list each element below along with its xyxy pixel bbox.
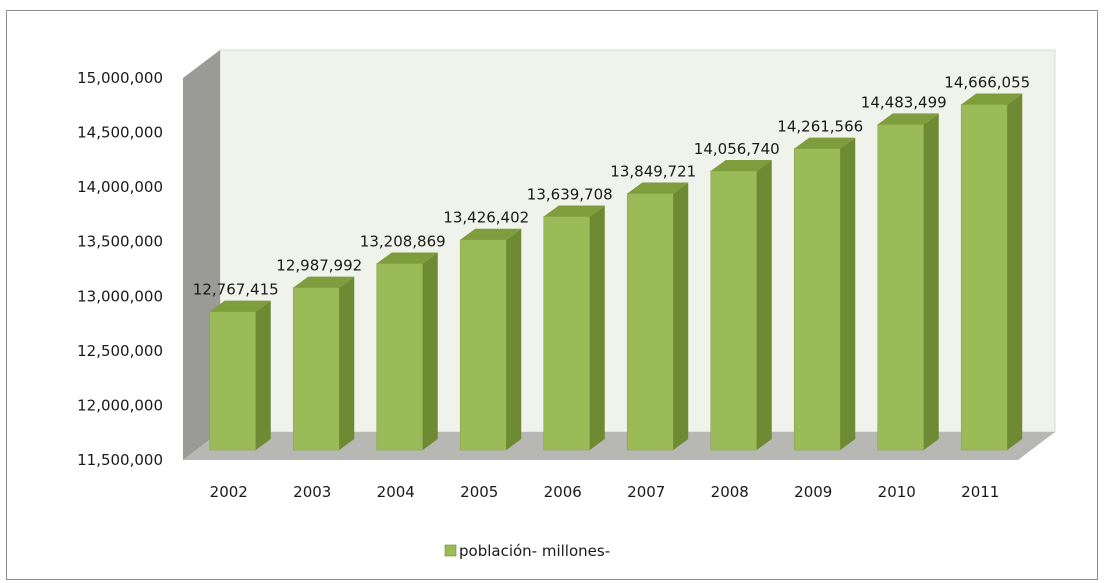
data-label: 12,767,415 [193, 281, 279, 299]
data-label: 13,426,402 [443, 209, 529, 227]
bar-side [1007, 93, 1023, 451]
y-tick-label: 11,500,000 [77, 451, 163, 469]
bar-front [459, 239, 507, 451]
y-tick-label: 14,500,000 [77, 124, 163, 142]
bar-side [422, 252, 438, 450]
x-axis: 2002 2003 2004 2005 2006 2007 2008 2009 2010 2011 [210, 483, 1000, 501]
bar-side [756, 159, 772, 451]
bar-front [710, 170, 758, 451]
bar-top [627, 182, 689, 194]
y-tick-label: 15,000,000 [77, 69, 163, 87]
y-tick-label: 14,000,000 [77, 178, 163, 196]
x-tick-label: 2008 [711, 483, 749, 501]
x-tick-label: 2009 [794, 483, 832, 501]
bar [209, 300, 271, 451]
bar [543, 205, 605, 451]
bar-top [710, 159, 772, 171]
x-tick-label: 2007 [627, 483, 665, 501]
bar-front [960, 104, 1008, 451]
data-label: 14,666,055 [944, 73, 1030, 91]
bar-front [626, 193, 674, 451]
x-tick-label: 2011 [961, 483, 999, 501]
bar-top [961, 93, 1023, 105]
bar [626, 182, 689, 451]
x-tick-label: 2010 [878, 483, 916, 501]
bar-side [923, 113, 939, 450]
bar-front [543, 216, 591, 451]
bar-top [209, 300, 271, 312]
bar-front [877, 124, 925, 451]
y-tick-label: 13,000,000 [77, 287, 163, 305]
bar [710, 159, 772, 451]
y-axis: 11,500,000 12,000,000 12,500,000 13,000,000… [77, 69, 163, 469]
bar-side [255, 300, 271, 450]
data-label: 13,208,869 [360, 232, 446, 250]
bar-front [209, 311, 257, 451]
bar-side [840, 137, 856, 451]
bar-side [339, 276, 355, 450]
bar [376, 252, 438, 451]
x-tick-label: 2004 [377, 483, 415, 501]
bar [877, 113, 939, 451]
bar-front [376, 263, 424, 451]
data-label: 12,987,992 [276, 257, 362, 275]
bar-front [292, 287, 340, 451]
bar [793, 137, 856, 451]
bar [459, 228, 522, 451]
bar-side [589, 205, 605, 450]
bar-top [460, 228, 522, 240]
bar-top [376, 252, 438, 264]
bar-side [673, 182, 689, 450]
x-tick-label: 2006 [544, 483, 582, 501]
legend: población- millones- [444, 542, 610, 560]
data-label: 13,849,721 [610, 163, 696, 181]
legend-swatch [444, 544, 457, 557]
x-tick-label: 2003 [293, 483, 331, 501]
x-tick-label: 2002 [210, 483, 248, 501]
bar [960, 93, 1023, 451]
bar-top [794, 137, 856, 149]
x-tick-label: 2005 [460, 483, 498, 501]
bar-side [506, 228, 522, 450]
y-tick-label: 12,500,000 [77, 342, 163, 360]
bars: 12,767,415 12,987,992 13,208,869 13,426,402… [193, 73, 1030, 451]
bar-front [793, 148, 841, 451]
bar-top [877, 113, 939, 125]
data-label: 14,261,566 [777, 118, 863, 136]
legend-label: población- millones- [459, 542, 610, 560]
y-tick-label: 12,000,000 [77, 396, 163, 414]
data-label: 13,639,708 [527, 185, 613, 203]
bar-top [293, 276, 355, 288]
y-tick-label: 13,500,000 [77, 233, 163, 251]
data-label: 14,483,499 [861, 93, 947, 111]
bar-top [543, 205, 605, 217]
data-label: 14,056,740 [694, 140, 780, 158]
bar [292, 276, 355, 451]
